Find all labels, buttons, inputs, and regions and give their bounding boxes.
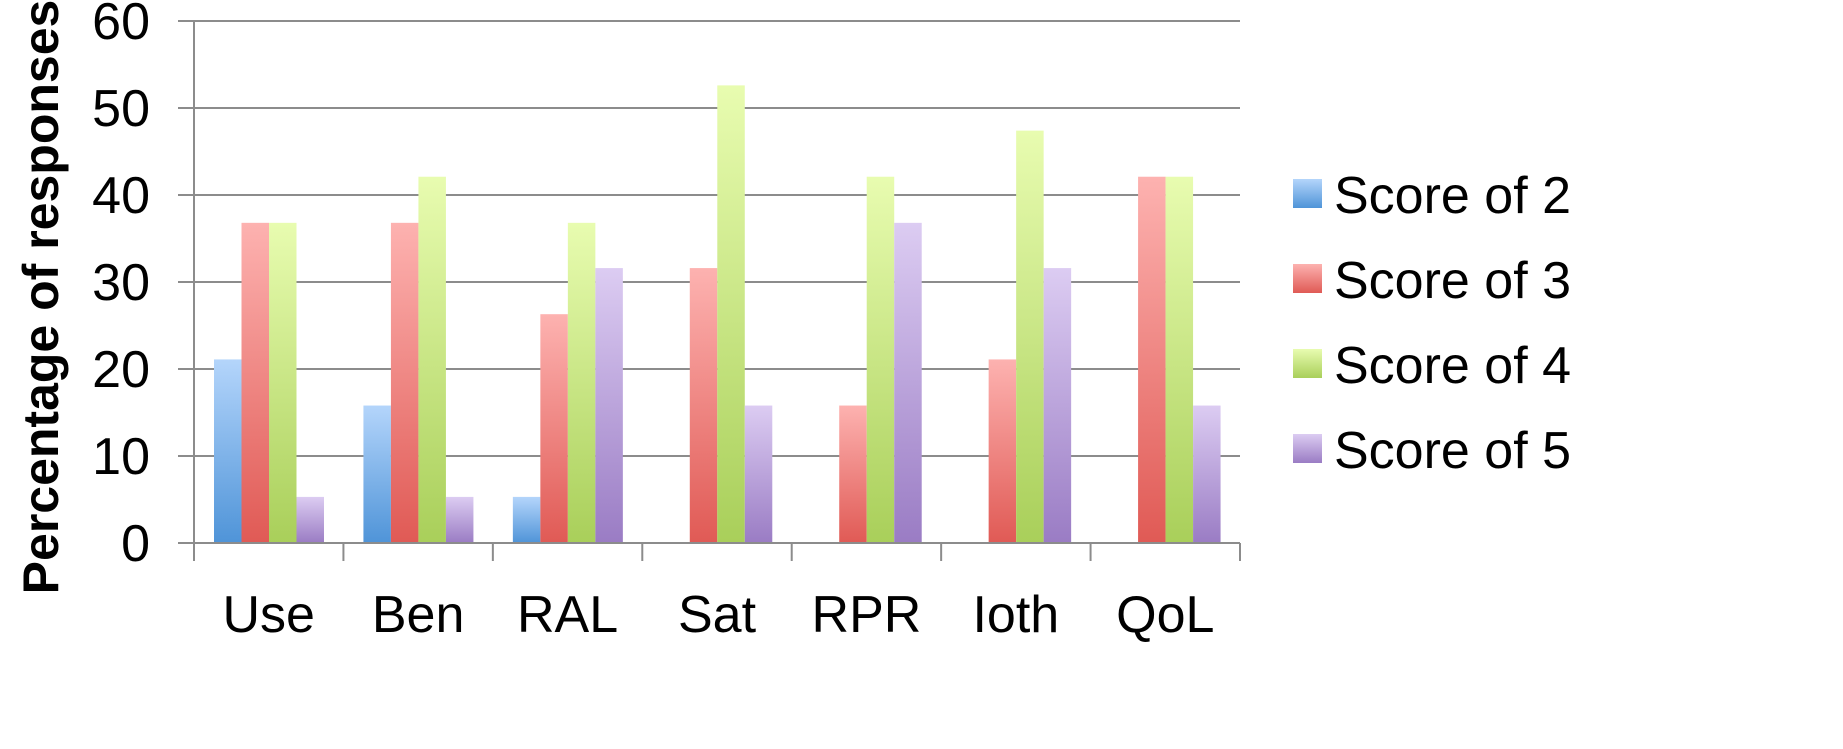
legend-label: Score of 3 [1334, 252, 1571, 310]
y-tick-label: 30 [92, 254, 150, 312]
bar-ral-5 [595, 268, 623, 543]
x-tick-label: RPR [812, 586, 922, 644]
x-tick-label: Ioth [972, 586, 1059, 644]
y-tick-label: 0 [121, 515, 150, 573]
y-tick-label: 60 [92, 0, 150, 51]
bar-sat-4 [717, 85, 745, 543]
legend-swatch [1293, 434, 1322, 463]
legend-swatch [1293, 179, 1322, 208]
x-tick-label: Ben [372, 586, 465, 644]
bar-use-3 [241, 222, 269, 543]
x-axis [178, 542, 1241, 561]
x-tick-labels: Use Ben RAL Sat RPR Ioth QoL [222, 586, 1214, 644]
bar-use-2 [214, 359, 242, 543]
bar-ben-4 [418, 176, 446, 544]
bar-ioth-5 [1043, 268, 1072, 543]
bar-qol-3 [1138, 176, 1166, 544]
x-tick-label: Sat [678, 586, 757, 644]
legend-swatch [1293, 349, 1322, 378]
legend-label: Score of 5 [1334, 422, 1571, 480]
bar-rpr-4 [866, 176, 895, 544]
x-tick-label: QoL [1116, 586, 1214, 644]
bar-ben-5 [445, 496, 474, 543]
x-tick-label: Use [222, 586, 314, 644]
legend-label: Score of 4 [1334, 337, 1571, 395]
y-tick-labels: 0 10 20 30 40 50 60 [92, 0, 150, 573]
bar-qol-4 [1165, 176, 1194, 544]
legend-swatch [1293, 264, 1322, 293]
bar-ral-3 [540, 314, 568, 543]
y-tick-label: 10 [92, 428, 150, 486]
bar-ioth-4 [1016, 130, 1044, 543]
bar-rpr-3 [839, 405, 867, 543]
bar-qol-5 [1193, 405, 1221, 543]
bar-sat-3 [689, 268, 718, 543]
bar-use-4 [269, 222, 297, 543]
y-axis-title: Percentage of responses [13, 0, 69, 594]
bar-ral-4 [567, 222, 596, 543]
bar-sat-5 [744, 405, 773, 543]
legend-label: Score of 2 [1334, 167, 1571, 225]
y-tick-label: 50 [92, 80, 150, 138]
legend: Score of 2 Score of 3 Score of 4 Score of 5 [1293, 167, 1571, 480]
bar-ben-2 [363, 405, 391, 543]
bar-use-5 [296, 496, 324, 543]
y-tick-label: 20 [92, 341, 150, 399]
y-tick-label: 40 [92, 167, 150, 225]
bar-rpr-5 [894, 222, 922, 543]
bars [214, 85, 1221, 544]
bar-ral-2 [512, 496, 541, 543]
x-tick-label: RAL [517, 586, 618, 644]
bar-ioth-3 [988, 359, 1017, 543]
bar-ben-3 [390, 222, 419, 543]
